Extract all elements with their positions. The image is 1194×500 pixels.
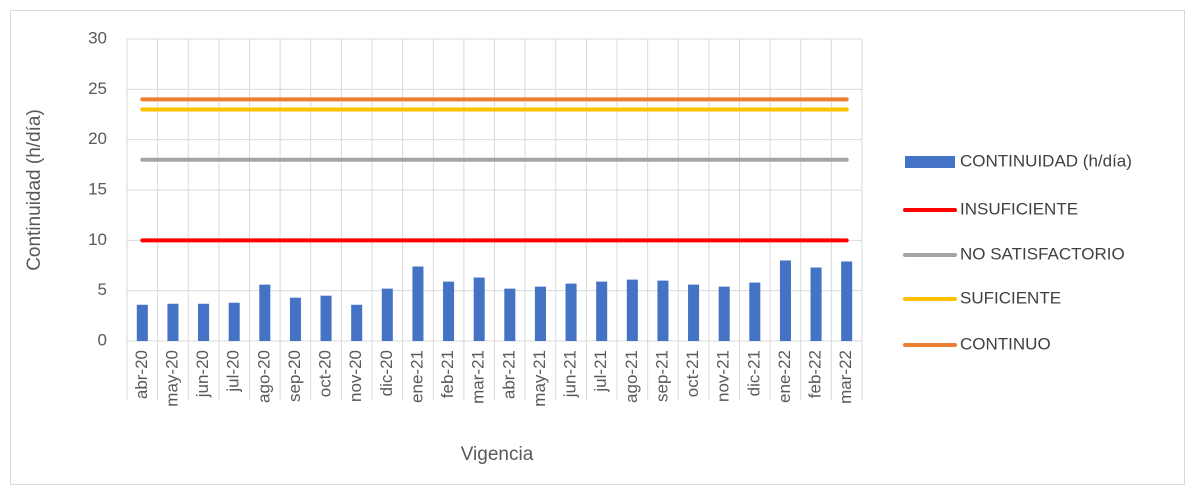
bar [534, 286, 546, 341]
bar [351, 304, 363, 341]
y-axis-title: Continuidad (h/día) [24, 109, 45, 271]
bar [626, 279, 638, 341]
bar [504, 288, 516, 341]
bar [657, 280, 669, 341]
bar [779, 260, 791, 341]
legend-label: SUFICIENTE [960, 288, 1061, 307]
bar [596, 281, 608, 341]
x-tick-label: may-20 [162, 350, 181, 407]
legend-label: INSUFICIENTE [960, 199, 1078, 218]
x-tick-label: dic-20 [377, 350, 396, 396]
x-tick-label: oct-20 [316, 350, 335, 397]
bar [443, 281, 455, 341]
x-tick-label: ene-21 [407, 350, 426, 403]
bar [718, 286, 730, 341]
bar [749, 282, 761, 341]
x-tick-label: abr-21 [499, 350, 518, 399]
bar [289, 297, 301, 341]
x-tick-label: jun-20 [193, 350, 212, 398]
y-tick-label: 10 [88, 230, 107, 249]
x-tick-label: oct-21 [683, 350, 702, 397]
bar [841, 261, 853, 341]
bar [381, 288, 393, 341]
bar [320, 295, 332, 341]
bar [259, 284, 271, 341]
y-tick-label: 25 [88, 79, 107, 98]
bar [167, 303, 179, 341]
x-tick-label: sep-20 [285, 350, 304, 402]
x-tick-label: may-21 [530, 350, 549, 407]
x-axis-title: Vigencia [461, 444, 534, 465]
x-tick-label: nov-20 [346, 350, 365, 402]
y-tick-label: 30 [88, 28, 107, 47]
bar [412, 266, 424, 341]
x-tick-label: feb-22 [806, 350, 825, 398]
x-tick-label: ago-20 [254, 350, 273, 403]
bar [688, 284, 700, 341]
x-tick-label: mar-22 [836, 350, 855, 404]
bar [136, 304, 148, 341]
x-tick-label: ene-22 [775, 350, 794, 403]
bar [228, 302, 240, 341]
x-tick-label: jul-21 [591, 350, 610, 393]
y-tick-label: 20 [88, 129, 107, 148]
bar [473, 277, 485, 341]
bar [565, 283, 577, 341]
legend-label: CONTINUO [960, 334, 1051, 353]
x-tick-label: ago-21 [622, 350, 641, 403]
y-tick-label: 5 [98, 280, 107, 299]
bar [810, 267, 822, 341]
x-tick-label: abr-20 [132, 350, 151, 399]
y-tick-label: 15 [88, 179, 107, 198]
bar [198, 303, 210, 341]
y-tick-label: 0 [98, 330, 107, 349]
legend-swatch [905, 156, 955, 168]
x-tick-label: sep-21 [652, 350, 671, 402]
x-tick-label: nov-21 [714, 350, 733, 402]
x-tick-label: jun-21 [561, 350, 580, 398]
legend-label: NO SATISFACTORIO [960, 244, 1125, 263]
x-tick-label: mar-21 [469, 350, 488, 404]
legend-label: CONTINUIDAD (h/día) [960, 151, 1132, 170]
x-tick-label: jul-20 [224, 350, 243, 393]
x-tick-label: feb-21 [438, 350, 457, 398]
x-tick-label: dic-21 [744, 350, 763, 396]
